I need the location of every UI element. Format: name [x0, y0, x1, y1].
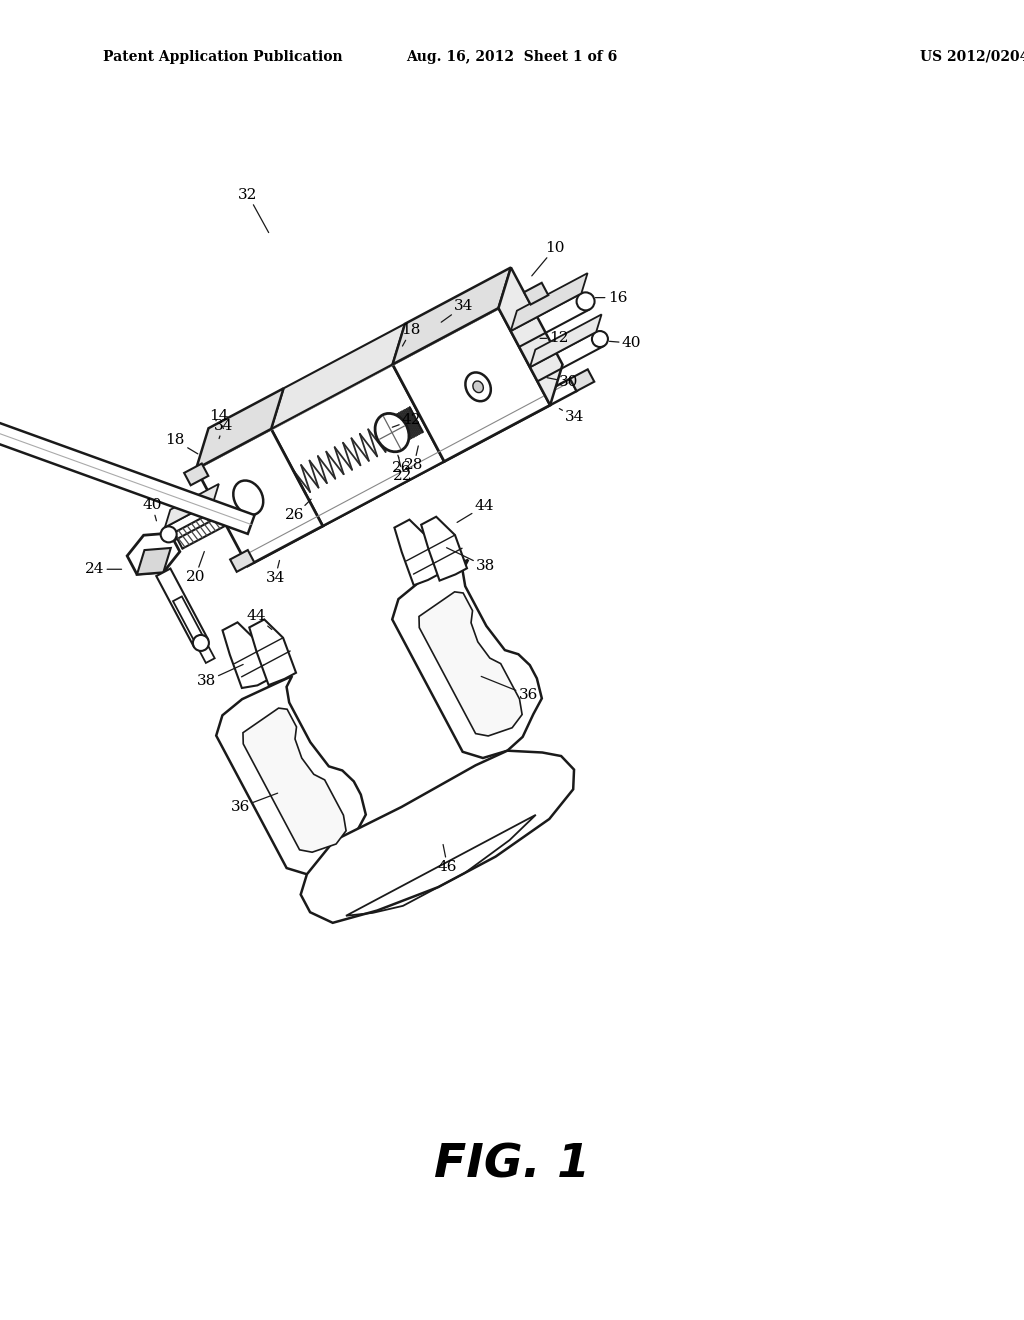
Polygon shape	[202, 292, 530, 477]
Text: 18: 18	[166, 433, 198, 454]
Text: 22: 22	[393, 457, 413, 483]
Ellipse shape	[465, 372, 490, 401]
Text: 36: 36	[481, 676, 538, 702]
Text: 26: 26	[392, 455, 412, 475]
Ellipse shape	[592, 331, 608, 347]
Text: 12: 12	[540, 331, 568, 346]
Polygon shape	[511, 273, 588, 331]
Ellipse shape	[577, 292, 595, 310]
Polygon shape	[165, 484, 219, 527]
Polygon shape	[301, 751, 574, 923]
Text: 20: 20	[185, 552, 205, 583]
Text: 16: 16	[595, 290, 627, 305]
Text: 44: 44	[457, 499, 495, 523]
Ellipse shape	[473, 381, 483, 392]
Text: 10: 10	[531, 242, 565, 276]
Polygon shape	[394, 520, 441, 585]
Polygon shape	[419, 591, 522, 737]
Text: 30: 30	[547, 375, 579, 389]
Polygon shape	[392, 560, 542, 758]
Text: 34: 34	[559, 409, 585, 424]
Text: 42: 42	[392, 413, 422, 428]
Polygon shape	[222, 622, 270, 688]
Ellipse shape	[161, 527, 177, 543]
Text: US 2012/0204393 A1: US 2012/0204393 A1	[920, 50, 1024, 63]
Text: 40: 40	[142, 499, 162, 521]
Polygon shape	[137, 548, 171, 574]
Polygon shape	[243, 708, 346, 853]
Polygon shape	[230, 550, 254, 572]
Polygon shape	[524, 282, 548, 305]
Polygon shape	[392, 268, 511, 364]
Ellipse shape	[193, 635, 209, 651]
Text: 34: 34	[265, 561, 285, 585]
Text: 34: 34	[214, 420, 232, 438]
Text: 26: 26	[286, 499, 311, 523]
Polygon shape	[271, 323, 404, 429]
Text: 34: 34	[441, 298, 474, 322]
Polygon shape	[127, 533, 180, 574]
Polygon shape	[421, 516, 467, 581]
Polygon shape	[530, 314, 601, 367]
Text: 18: 18	[401, 323, 421, 346]
Text: 28: 28	[404, 446, 424, 473]
Text: 32: 32	[239, 187, 268, 232]
Text: 36: 36	[230, 793, 278, 814]
Ellipse shape	[233, 480, 263, 515]
Polygon shape	[216, 676, 366, 874]
Text: FIG. 1: FIG. 1	[434, 1143, 590, 1188]
Ellipse shape	[375, 413, 409, 451]
Text: 38: 38	[446, 548, 496, 573]
Polygon shape	[248, 379, 577, 562]
Polygon shape	[173, 597, 215, 663]
Text: 46: 46	[438, 845, 458, 874]
Polygon shape	[271, 364, 444, 527]
Polygon shape	[499, 268, 562, 405]
Polygon shape	[570, 370, 594, 391]
Text: 38: 38	[197, 664, 243, 688]
Polygon shape	[196, 388, 284, 469]
Polygon shape	[249, 619, 296, 685]
Polygon shape	[0, 418, 255, 533]
Text: Patent Application Publication: Patent Application Publication	[103, 50, 343, 63]
Polygon shape	[392, 308, 550, 462]
Text: 40: 40	[609, 337, 641, 350]
Text: Aug. 16, 2012  Sheet 1 of 6: Aug. 16, 2012 Sheet 1 of 6	[407, 50, 617, 63]
Polygon shape	[196, 429, 323, 566]
Text: 44: 44	[246, 610, 271, 630]
Text: 24: 24	[85, 562, 122, 577]
Polygon shape	[157, 569, 208, 647]
Text: 14: 14	[210, 409, 229, 429]
Polygon shape	[184, 463, 208, 486]
